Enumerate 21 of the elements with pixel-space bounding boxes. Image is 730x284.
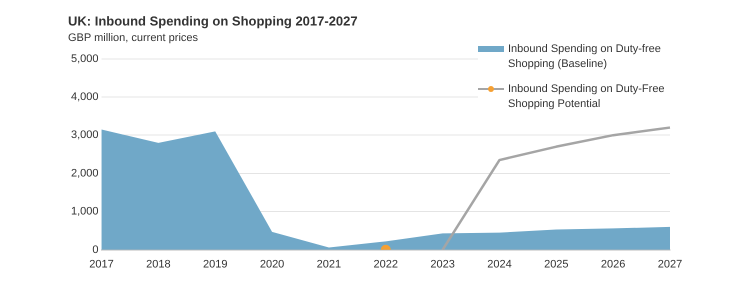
x-tick-label: 2019 <box>202 258 228 270</box>
y-tick-label: 4,000 <box>70 91 99 104</box>
x-tick-label: 2027 <box>658 258 682 270</box>
legend-label: Inbound Spending on Duty-free Shopping (Baseline) <box>508 42 662 72</box>
legend-label: Inbound Spending on Duty-Free Shopping Potential <box>508 82 666 112</box>
y-tick-label: 0 <box>92 244 99 256</box>
y-tick-label: 2,000 <box>70 167 99 180</box>
chart-title: UK: Inbound Spending on Shopping 2017-2027 <box>68 13 358 28</box>
x-tick-label: 2024 <box>487 258 512 270</box>
x-tick-label: 2020 <box>260 258 284 270</box>
x-tick-label: 2017 <box>89 258 114 270</box>
chart-subtitle: GBP million, current prices <box>68 32 199 44</box>
x-tick-label: 2026 <box>600 258 626 270</box>
x-tick-label: 2018 <box>146 258 171 270</box>
x-tick-label: 2023 <box>430 258 455 270</box>
y-tick-label: 1,000 <box>70 206 99 218</box>
x-tick-label: 2025 <box>544 258 569 270</box>
x-tick-label: 2022 <box>374 258 398 270</box>
x-tick-label: 2021 <box>316 258 342 270</box>
y-tick-label: 5,000 <box>70 52 99 65</box>
y-tick-label: 3,000 <box>70 129 99 142</box>
